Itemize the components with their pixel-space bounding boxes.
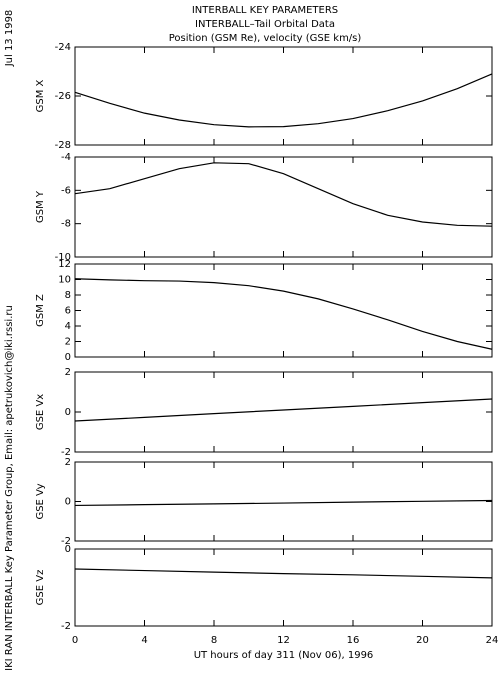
y-tick-label: 4 [65, 321, 71, 332]
y-axis-label: GSM X [35, 79, 46, 112]
y-tick-label: -24 [55, 42, 71, 53]
x-tick-label: 4 [141, 635, 147, 646]
x-tick-label: 12 [277, 635, 290, 646]
y-axis-label: GSM Z [35, 294, 46, 327]
y-tick-label: -8 [61, 219, 71, 230]
title: INTERBALL KEY PARAMETERS [192, 5, 338, 16]
y-tick-label: -2 [61, 536, 71, 547]
x-axis-label: UT hours of day 311 (Nov 06), 1996 [194, 650, 374, 661]
y-tick-label: -26 [55, 91, 71, 102]
y-tick-label: 12 [58, 259, 71, 270]
x-tick-label: 8 [211, 635, 217, 646]
y-tick-label: -28 [55, 140, 71, 151]
y-tick-label: -10 [55, 252, 71, 263]
x-tick-label: 16 [347, 635, 360, 646]
subtitle: INTERBALL–Tail Orbital Data [195, 19, 335, 30]
data-line [74, 499, 493, 507]
y-axis-label: GSE Vx [35, 394, 46, 430]
date: Jul 13 1998 [4, 10, 15, 68]
y-tick-label: -4 [61, 152, 71, 163]
y-axis-label: GSE Vz [35, 570, 46, 606]
y-tick-label: 2 [65, 367, 71, 378]
y-tick-label: 6 [65, 306, 71, 317]
y-tick-label: 2 [65, 457, 71, 468]
data-line [74, 162, 493, 227]
y-tick-label: 8 [65, 290, 71, 301]
y-tick-label: 0 [65, 544, 71, 555]
y-tick-label: 0 [65, 497, 71, 508]
y-tick-label: -2 [61, 621, 71, 632]
x-tick-label: 24 [486, 635, 499, 646]
y-tick-label: 0 [65, 407, 71, 418]
data-line [74, 398, 493, 422]
x-tick-label: 20 [416, 635, 429, 646]
y-axis-label: GSM Y [35, 190, 46, 223]
y-axis-label: GSE Vy [35, 483, 46, 519]
x-tick-label: 0 [72, 635, 78, 646]
y-tick-label: 0 [65, 352, 71, 363]
y-tick-label: -2 [61, 447, 71, 458]
y-tick-label: -6 [61, 185, 71, 196]
y-tick-label: 10 [58, 275, 71, 286]
credit: IKI RAN INTERBALL Key Parameter Group, E… [4, 305, 15, 671]
y-tick-label: 2 [65, 337, 71, 348]
data-line [74, 278, 493, 350]
data-line [74, 73, 493, 128]
data-line [74, 568, 493, 579]
subtitle: Position (GSM Re), velocity (GSE km/s) [169, 33, 362, 44]
